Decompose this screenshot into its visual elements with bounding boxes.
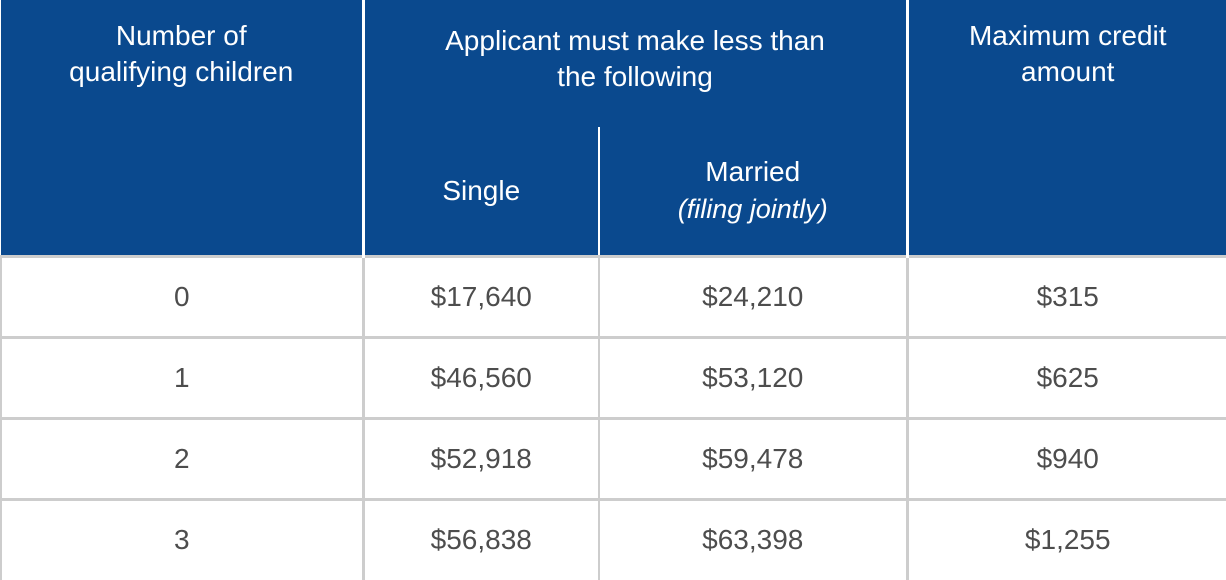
header-cell-married: Married (filing jointly) xyxy=(599,127,907,256)
cell-married: $59,478 xyxy=(599,416,909,499)
header-row-sub: Single Married (filing jointly) xyxy=(1,127,1226,256)
cell-max-credit: $625 xyxy=(907,335,1226,418)
cell-single: $46,560 xyxy=(363,335,600,418)
cell-max-credit: $1,255 xyxy=(907,497,1226,580)
cell-married: $24,210 xyxy=(599,254,909,337)
header-cell-income-threshold: Applicant must make less than the follow… xyxy=(363,0,909,127)
cell-children: 0 xyxy=(0,254,365,337)
cell-children: 2 xyxy=(0,416,365,499)
cell-single: $56,838 xyxy=(363,497,600,580)
table-row: 2 $52,918 $59,478 $940 xyxy=(0,416,1226,499)
header-cell-single: Single xyxy=(363,127,600,256)
cell-married: $53,120 xyxy=(599,335,909,418)
header-label-qualifying-children: Number of qualifying children xyxy=(69,20,294,87)
table-row: 3 $56,838 $63,398 $1,255 xyxy=(0,497,1226,580)
table-row: 1 $46,560 $53,120 $625 xyxy=(0,335,1226,418)
header-label-single: Single xyxy=(442,174,521,206)
cell-single: $17,640 xyxy=(363,254,600,337)
table-row: 0 $17,640 $24,210 $315 xyxy=(0,254,1226,337)
header-cell-qualifying-children: Number of qualifying children xyxy=(1,0,365,256)
header-label-married: Married xyxy=(705,155,801,187)
cell-children: 3 xyxy=(0,497,365,580)
header-label-max-credit: Maximum credit amount xyxy=(968,20,1167,87)
header-label-income-threshold: Applicant must make less than the follow… xyxy=(445,24,825,92)
cell-children: 1 xyxy=(0,335,365,418)
cell-married: $63,398 xyxy=(599,497,909,580)
header-cell-max-credit: Maximum credit amount xyxy=(905,0,1226,256)
cell-max-credit: $315 xyxy=(907,254,1226,337)
header-label-married-filing-jointly: (filing jointly) xyxy=(677,194,828,225)
header-row-top: Number of qualifying children Applicant … xyxy=(1,0,1226,256)
cell-single: $52,918 xyxy=(363,416,600,499)
cell-max-credit: $940 xyxy=(907,416,1226,499)
